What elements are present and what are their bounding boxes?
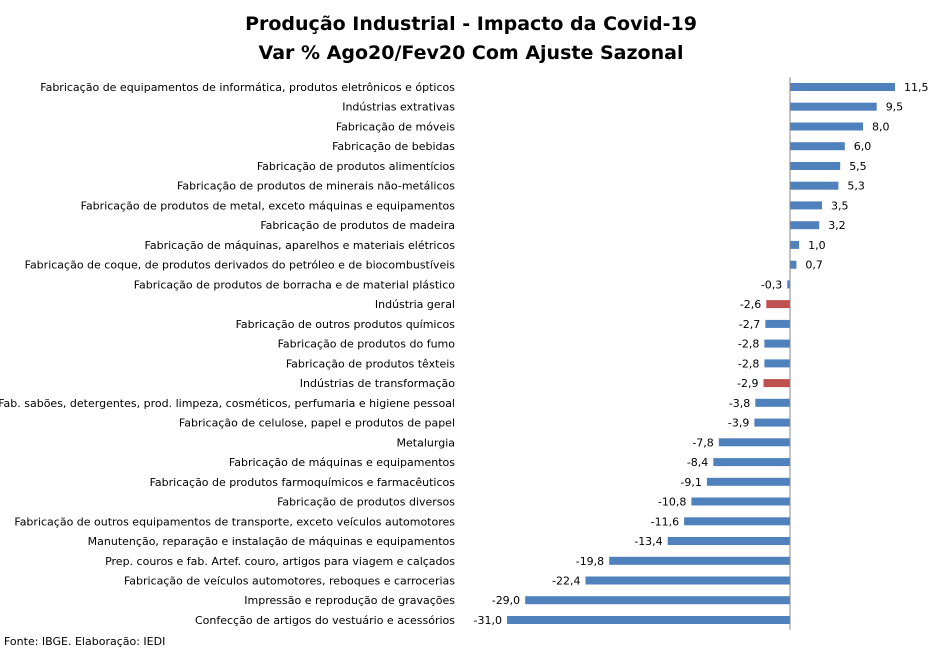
value-label: 9,5 — [886, 101, 904, 114]
bar-14 — [764, 359, 790, 368]
value-label: -2,7 — [739, 318, 760, 331]
chart-title: Produção Industrial - Impacto da Covid-1… — [245, 13, 697, 35]
category-label: Fabricação de máquinas e equipamentos — [229, 456, 455, 469]
bar-27 — [507, 616, 790, 624]
bar-17 — [754, 418, 790, 427]
bar-9 — [790, 260, 797, 269]
bar-15 — [763, 379, 790, 388]
value-label: 0,7 — [805, 259, 823, 272]
category-label: Indústrias de transformação — [300, 377, 455, 390]
bar-25 — [585, 576, 790, 585]
value-label: 6,0 — [854, 140, 872, 153]
category-label: Fabricação de produtos de madeira — [260, 219, 455, 232]
value-label: 3,2 — [828, 219, 846, 232]
category-label: Fabricação de produtos têxteis — [286, 357, 455, 370]
value-label: -8,4 — [687, 456, 708, 469]
category-label: Manutenção, reparação e instalação de má… — [88, 535, 456, 548]
source-note: Fonte: IBGE. Elaboração: IEDI — [4, 635, 166, 648]
value-label: -10,8 — [658, 496, 686, 509]
value-label: -7,8 — [692, 436, 713, 449]
category-label: Fabricação de equipamentos de informátic… — [40, 81, 455, 94]
value-label: 1,0 — [808, 239, 826, 252]
value-label: 5,3 — [847, 180, 865, 193]
bar-2 — [790, 122, 863, 131]
category-label: Metalurgia — [397, 436, 455, 449]
bar-26 — [525, 596, 790, 605]
category-label: Indústria geral — [375, 298, 455, 311]
bar-0 — [790, 83, 895, 91]
category-label: Fabricação de produtos de borracha e de … — [134, 278, 456, 291]
bar-20 — [706, 477, 790, 486]
value-label: -9,1 — [680, 476, 701, 489]
bar-21 — [691, 497, 790, 506]
bar-23 — [667, 537, 790, 545]
value-label: -31,0 — [474, 614, 502, 627]
category-label: Fabricação de outros produtos químicos — [236, 318, 456, 331]
category-label: Fabricação de produtos de metal, exceto … — [81, 199, 456, 212]
bar-3 — [790, 142, 845, 151]
value-label: -19,8 — [576, 555, 604, 568]
bar-22 — [684, 517, 790, 526]
value-label: -13,4 — [634, 535, 662, 548]
category-label: Fabricação de produtos do fumo — [278, 338, 456, 351]
category-label: Fabricação de máquinas, aparelhos e mate… — [145, 239, 456, 252]
bar-10 — [787, 280, 790, 289]
category-label: Fabricação de veículos automotores, rebo… — [124, 575, 455, 588]
value-label: -29,0 — [492, 594, 520, 607]
bar-8 — [790, 240, 800, 249]
category-label: Prep. couros e fab. Artef. couro, artigo… — [105, 555, 455, 568]
category-label: Fab. sabões, detergentes, prod. limpeza,… — [0, 397, 455, 410]
value-label: -2,6 — [740, 298, 761, 311]
value-label: -3,9 — [728, 417, 749, 430]
value-label: -22,4 — [552, 575, 580, 588]
value-label: -0,3 — [761, 278, 782, 291]
value-label: 11,5 — [904, 81, 929, 94]
value-label: 8,0 — [872, 121, 890, 134]
bar-7 — [790, 221, 820, 230]
value-label: 5,5 — [849, 160, 867, 173]
value-label: -2,9 — [737, 377, 758, 390]
category-label: Fabricação de móveis — [336, 121, 455, 134]
bar-18 — [718, 438, 790, 447]
value-label: -2,8 — [738, 357, 759, 370]
value-label: -11,6 — [651, 515, 679, 528]
bar-6 — [790, 201, 822, 210]
bar-13 — [764, 339, 790, 348]
bar-11 — [766, 300, 790, 309]
bar-4 — [790, 162, 841, 170]
value-label: -3,8 — [729, 397, 750, 410]
category-label: Fabricação de produtos diversos — [277, 496, 455, 509]
value-label: -2,8 — [738, 338, 759, 351]
bar-16 — [755, 398, 790, 407]
chart-subtitle: Var % Ago20/Fev20 Com Ajuste Sazonal — [258, 42, 684, 64]
category-label: Fabricação de produtos de minerais não-m… — [177, 180, 455, 193]
bar-12 — [765, 319, 790, 328]
bar-1 — [790, 102, 877, 111]
category-label: Fabricação de bebidas — [332, 140, 455, 153]
category-label: Indústrias extrativas — [342, 101, 455, 114]
category-label: Fabricação de celulose, papel e produtos… — [179, 417, 455, 430]
category-label: Impressão e reprodução de gravações — [244, 594, 455, 607]
bar-19 — [713, 458, 790, 467]
category-label: Confecção de artigos do vestuário e aces… — [195, 614, 455, 627]
category-label: Fabricação de coque, de produtos derivad… — [25, 259, 456, 272]
value-label: 3,5 — [831, 199, 849, 212]
bar-5 — [790, 181, 839, 190]
category-label: Fabricação de produtos alimentícios — [257, 160, 455, 173]
category-label: Fabricação de outros equipamentos de tra… — [14, 515, 455, 528]
category-label: Fabricação de produtos farmoquímicos e f… — [150, 476, 456, 489]
bar-24 — [609, 556, 790, 565]
